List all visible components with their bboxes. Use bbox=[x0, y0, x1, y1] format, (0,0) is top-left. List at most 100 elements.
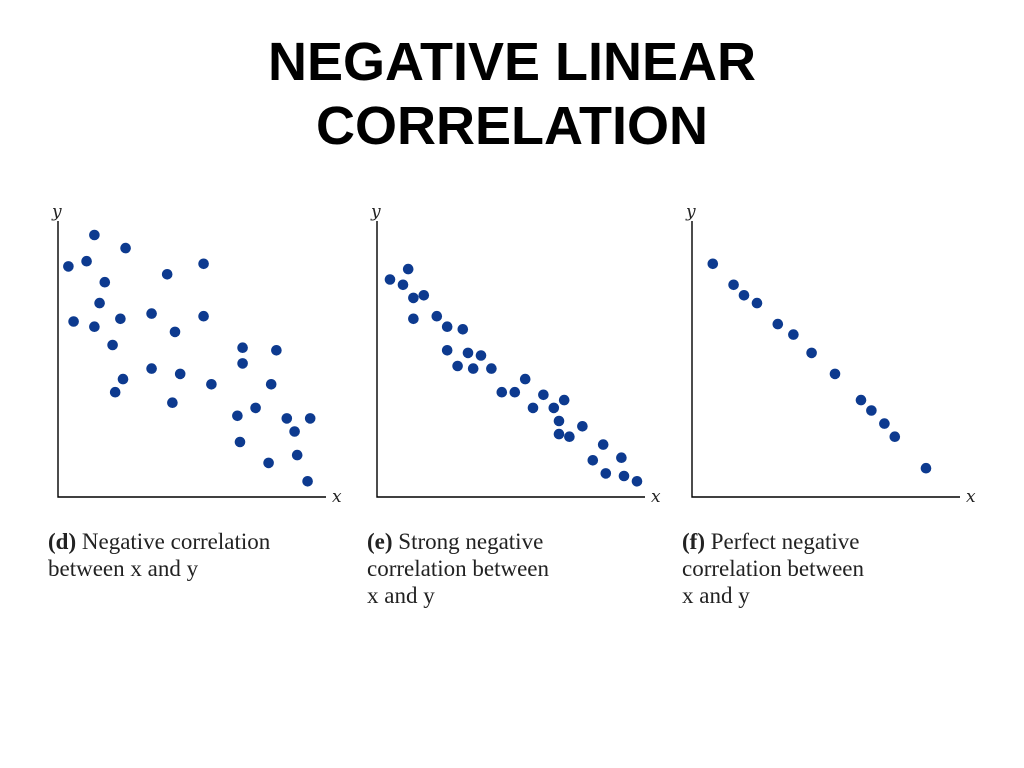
caption-line-f-1: Perfect negative bbox=[710, 529, 860, 554]
caption-line-e-3: x and y bbox=[367, 583, 435, 608]
data-point-f-6 bbox=[788, 329, 799, 340]
data-point-d-20 bbox=[198, 310, 209, 322]
data-point-e-9 bbox=[441, 345, 453, 356]
x-axis-label-f: x bbox=[966, 487, 976, 507]
data-point-d-29 bbox=[271, 345, 282, 356]
data-point-e-4 bbox=[408, 292, 419, 304]
data-point-e-21 bbox=[548, 402, 560, 414]
caption-line-e-1: Strong negative bbox=[398, 529, 544, 554]
data-point-d-17 bbox=[169, 326, 181, 338]
data-point-e-29 bbox=[600, 468, 612, 479]
data-point-d-4 bbox=[89, 229, 100, 241]
caption-line-d-1: Negative correlation bbox=[81, 529, 271, 554]
slide-title-line-1: NEGATIVE LINEAR bbox=[267, 32, 757, 92]
data-point-d-2 bbox=[68, 316, 79, 327]
data-point-e-2 bbox=[397, 279, 409, 291]
data-point-f-13 bbox=[920, 462, 932, 474]
data-point-e-8 bbox=[441, 321, 453, 332]
data-point-f-2 bbox=[728, 279, 739, 291]
data-point-d-12 bbox=[120, 242, 131, 254]
data-point-e-30 bbox=[616, 452, 627, 463]
data-point-f-11 bbox=[879, 418, 890, 429]
data-point-f-10 bbox=[866, 405, 877, 416]
data-point-f-3 bbox=[738, 290, 750, 301]
scatter-plot-d: yx bbox=[51, 202, 342, 507]
caption-f: (f) Perfect negative correlation between… bbox=[682, 528, 1012, 609]
data-point-e-25 bbox=[564, 431, 575, 442]
y-axis-label-d: y bbox=[51, 202, 62, 222]
y-axis-label-e: y bbox=[370, 202, 381, 222]
data-point-e-7 bbox=[431, 310, 443, 322]
x-axis-label-d: x bbox=[332, 487, 342, 507]
data-point-d-23 bbox=[234, 436, 246, 448]
data-point-f-12 bbox=[889, 431, 901, 442]
caption-tag-f: (f) bbox=[682, 529, 705, 554]
data-point-e-17 bbox=[509, 386, 521, 398]
data-point-d-7 bbox=[99, 276, 111, 288]
caption-tag-d: (d) bbox=[48, 529, 77, 554]
data-point-e-1 bbox=[384, 274, 396, 285]
y-axis-label-f: y bbox=[685, 202, 696, 222]
axes-e bbox=[376, 221, 645, 498]
data-point-e-26 bbox=[577, 421, 588, 432]
x-axis-label-e: x bbox=[651, 487, 661, 507]
data-point-d-26 bbox=[250, 402, 261, 414]
data-point-e-24 bbox=[558, 394, 570, 406]
slide-title: NEGATIVE LINEAR CORRELATION bbox=[0, 30, 1024, 158]
data-point-d-6 bbox=[94, 297, 105, 309]
data-point-d-25 bbox=[237, 358, 248, 369]
data-point-d-27 bbox=[263, 457, 274, 469]
data-point-d-34 bbox=[304, 413, 316, 424]
data-point-f-5 bbox=[772, 318, 784, 330]
data-point-e-18 bbox=[519, 373, 531, 385]
caption-line-d-2: between x and y bbox=[48, 556, 199, 581]
data-point-e-11 bbox=[457, 324, 469, 335]
caption-e: (e) Strong negative correlation between … bbox=[367, 528, 697, 609]
data-point-e-12 bbox=[462, 347, 474, 359]
data-point-d-16 bbox=[167, 397, 178, 408]
data-point-e-5 bbox=[408, 313, 419, 325]
data-point-d-33 bbox=[302, 476, 313, 487]
data-point-d-13 bbox=[146, 308, 157, 319]
data-point-d-14 bbox=[146, 363, 157, 374]
data-point-e-23 bbox=[553, 428, 565, 440]
data-point-e-3 bbox=[402, 263, 414, 275]
data-point-d-11 bbox=[117, 373, 129, 385]
data-point-d-30 bbox=[281, 413, 293, 424]
data-point-f-8 bbox=[829, 368, 841, 380]
data-point-e-31 bbox=[618, 470, 630, 482]
data-point-d-18 bbox=[174, 368, 186, 380]
data-point-d-21 bbox=[206, 379, 217, 390]
data-point-e-10 bbox=[452, 360, 463, 372]
data-point-d-32 bbox=[291, 449, 303, 461]
data-point-e-22 bbox=[553, 415, 565, 427]
data-point-d-19 bbox=[198, 258, 209, 270]
scatter-plot-f: yx bbox=[685, 202, 976, 507]
data-point-e-6 bbox=[418, 290, 430, 301]
data-point-e-32 bbox=[631, 476, 643, 487]
caption-line-e-2: correlation between bbox=[367, 556, 549, 581]
data-point-f-7 bbox=[806, 347, 817, 359]
data-point-d-10 bbox=[115, 313, 126, 325]
data-point-e-28 bbox=[597, 439, 609, 450]
data-point-e-14 bbox=[475, 350, 487, 361]
scatter-plot-e: yx bbox=[370, 202, 661, 507]
data-point-d-31 bbox=[289, 426, 300, 437]
data-point-e-20 bbox=[538, 389, 549, 401]
data-point-e-19 bbox=[527, 402, 539, 414]
data-point-e-16 bbox=[496, 386, 508, 398]
data-point-d-24 bbox=[237, 342, 248, 353]
caption-line-f-3: x and y bbox=[682, 583, 750, 608]
data-point-e-15 bbox=[486, 363, 497, 374]
data-point-d-28 bbox=[265, 379, 277, 390]
data-point-d-5 bbox=[89, 321, 100, 332]
axes-d bbox=[57, 221, 326, 498]
slide-title-line-2: CORRELATION bbox=[316, 96, 708, 156]
data-point-d-15 bbox=[161, 269, 173, 280]
data-point-e-13 bbox=[467, 363, 479, 374]
data-point-d-22 bbox=[232, 410, 243, 422]
data-point-d-3 bbox=[81, 255, 92, 267]
